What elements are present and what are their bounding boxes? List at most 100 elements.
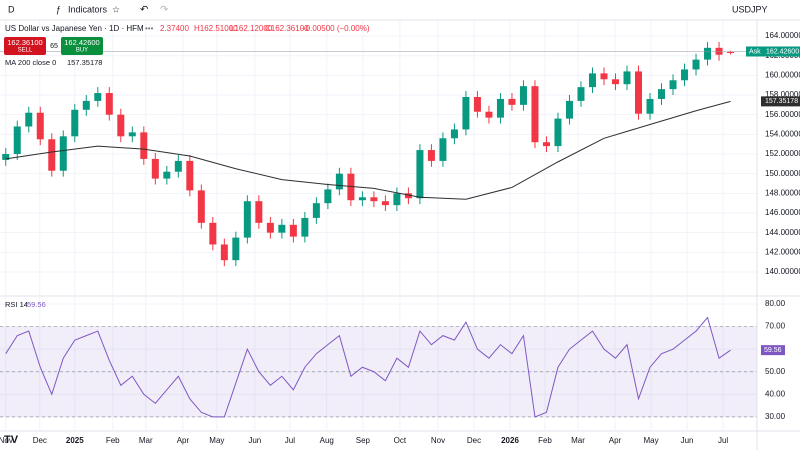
price-axis-label: 154.00000: [765, 129, 800, 138]
candle-body: [197, 190, 205, 223]
time-label: Mar: [571, 436, 585, 445]
sell-bg: [4, 37, 46, 55]
candle-body: [681, 69, 689, 81]
candle-body: [209, 222, 217, 245]
time-label: Dec: [467, 436, 481, 445]
candle-body: [427, 150, 435, 161]
candle-body: [151, 158, 159, 179]
time-label: Feb: [538, 436, 552, 445]
time-label: Jul: [285, 436, 295, 445]
price-axis-label: 144.00000: [765, 228, 800, 237]
candle-body: [71, 109, 79, 137]
candle-body: [232, 237, 240, 261]
candle-body: [565, 100, 573, 119]
candle-body: [577, 87, 585, 101]
candle-body: [278, 224, 286, 233]
candle-body: [220, 244, 228, 261]
tv-logo: TV: [4, 434, 19, 446]
candle-body: [381, 201, 389, 206]
candle-body: [36, 112, 44, 140]
candle-body: [140, 132, 148, 159]
rsi-label-bg: [761, 345, 785, 356]
candle-body: [439, 138, 447, 161]
buy-button[interactable]: 162.42600 BUY: [61, 37, 103, 55]
price-axis-label: 40.00: [765, 389, 786, 398]
candle-body: [646, 98, 654, 114]
candle-body: [554, 118, 562, 147]
candle-body: [658, 89, 666, 99]
candle-body: [635, 71, 643, 114]
price-axis-label: 146.00000: [765, 208, 800, 217]
plot: [0, 20, 757, 430]
interval-button[interactable]: D: [8, 4, 15, 14]
price-axis-label: 164.00000: [765, 31, 800, 40]
candle-body: [335, 173, 343, 190]
candle-body: [358, 197, 366, 201]
candle-body: [473, 96, 481, 112]
ask-price: 162.42600: [766, 48, 799, 55]
candle-body: [289, 224, 297, 237]
candle-body: [692, 59, 700, 70]
ask-label-bg: [746, 46, 800, 57]
redo-button[interactable]: ↷: [160, 5, 169, 16]
legend-title: US Dollar vs Japanese Yen · 1D · HFM: [5, 24, 144, 33]
price-axis-label: 70.00: [765, 322, 786, 331]
candle-body: [94, 93, 102, 101]
price-axis-label: 160.00000: [765, 70, 800, 79]
candle-body: [727, 52, 735, 54]
indicators-label: Indicators: [68, 4, 108, 14]
time-label: Sep: [356, 436, 371, 445]
legend-change: −0.00500 (−0.00%): [301, 24, 370, 33]
time-label: May: [209, 436, 224, 445]
indicators-button[interactable]: ƒ Indicators: [56, 4, 108, 14]
rsi-legend-value: 59.56: [27, 300, 46, 309]
candle-body: [370, 197, 378, 202]
symbol-button[interactable]: USDJPY: [732, 4, 768, 14]
legend-more: •••: [145, 24, 154, 33]
price-axis-label: 150.00000: [765, 169, 800, 178]
sell-button[interactable]: 162.36100 SELL: [4, 37, 46, 55]
price-axis-label: 50.00: [765, 367, 786, 376]
candle-body: [312, 203, 320, 218]
rsi-legend: RSI 14: [5, 300, 28, 309]
price-axis-label: 30.00: [765, 412, 786, 421]
candle-body: [48, 139, 56, 171]
candle-body: [519, 86, 527, 105]
candle-body: [404, 193, 412, 199]
buy-label: BUY: [76, 48, 88, 54]
candle-body: [600, 73, 608, 80]
time-label: Apr: [609, 436, 622, 445]
time-label: Aug: [320, 436, 334, 445]
candle-body: [416, 150, 424, 199]
sell-price: 162.36100: [7, 38, 42, 47]
time-label: Jun: [248, 436, 261, 445]
time-label: Nov: [431, 436, 445, 445]
rsi-line: [5, 316, 731, 418]
price-axis-label: 148.00000: [765, 188, 800, 197]
time-label: Feb: [106, 436, 120, 445]
candle-body: [266, 222, 274, 233]
candle-body: [485, 111, 493, 118]
toolbar: [0, 0, 800, 20]
ma-label-bg: [761, 96, 800, 107]
ma-legend-value: 157.35178: [67, 58, 102, 67]
price-axis-label: 80.00: [765, 299, 786, 308]
candle-body: [393, 193, 401, 206]
price-axis-label: 140.00000: [765, 267, 800, 276]
candle-body: [462, 96, 470, 130]
candle-body: [496, 98, 504, 118]
time-label: Jun: [681, 436, 694, 445]
candle-body: [186, 160, 194, 191]
favorite-button[interactable]: ☆: [112, 4, 120, 14]
time-label: Jul: [718, 436, 728, 445]
candle-body: [324, 189, 332, 204]
candle-body: [611, 79, 619, 85]
indicators-icon: ƒ: [56, 4, 61, 14]
time-label: 2026: [501, 436, 519, 445]
price-axis-label: 158.00000: [765, 90, 800, 99]
buy-price: 162.42600: [64, 38, 99, 47]
legend-high: H162.51000: [194, 24, 238, 33]
time-label: May: [643, 436, 658, 445]
undo-button[interactable]: ↶: [140, 5, 148, 16]
